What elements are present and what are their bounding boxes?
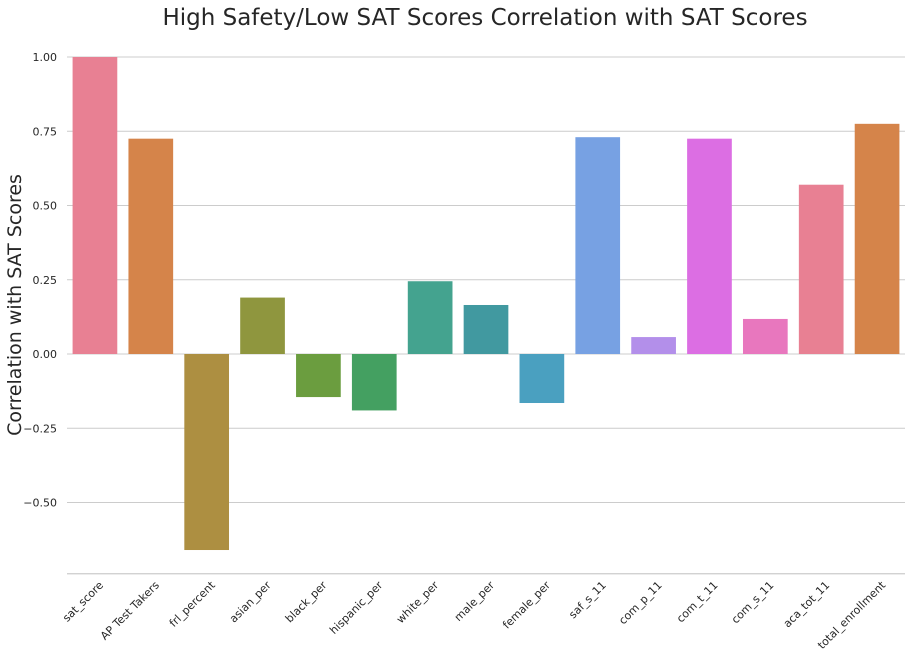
x-tick-label: com_s_11 [729,579,777,627]
x-tick-label: AP Test Takers [98,579,162,643]
y-axis-label: Correlation with SAT Scores [4,174,26,436]
bar-frl-percent [184,354,230,551]
bar-male-per [463,304,509,354]
bar-saf-s-11 [575,137,621,354]
x-tick-label: saf_s_11 [566,579,608,621]
bar-com-p-11 [631,337,676,354]
x-tick-label: male_per [452,578,498,624]
bar-ap-test-takers [128,138,174,354]
chart-title: High Safety/Low SAT Scores Correlation w… [162,5,807,31]
y-tick-labels: −0.50 −0.25 0.00 0.25 0.50 0.75 1.00 [23,51,57,510]
x-tick-label: com_t_11 [674,579,721,626]
bar-aca-tot-11 [798,184,844,354]
x-tick-label: hispanic_per [327,578,386,637]
bar-asian-per [240,297,285,354]
bar-white-per [407,281,453,354]
x-tick-label: black_per [283,578,330,625]
bar-com-t-11 [687,138,732,354]
x-tick-label: female_per [500,578,553,631]
x-tick-label: sat_score [60,579,106,625]
y-tick-label: 0.00 [33,348,58,361]
bar-total-enrollment [854,123,900,354]
y-tick-label: 0.50 [33,200,58,213]
y-tick-label: 0.25 [33,274,58,287]
x-tick-label: com_p_11 [616,579,664,627]
x-tick-label: frl_percent [167,578,218,629]
x-tick-label: white_per [394,578,442,626]
y-tick-label: −0.25 [23,422,57,435]
bars [72,57,900,551]
y-tick-label: 1.00 [33,51,58,64]
y-tick-label: 0.75 [33,125,58,138]
bar-hispanic-per [351,354,397,411]
x-tick-label: aca_tot_11 [781,579,833,631]
bar-black-per [296,354,341,398]
y-tick-label: −0.50 [23,497,57,510]
bar-female-per [519,354,565,404]
bar-com-s-11 [742,318,788,354]
bar-sat-score [72,57,118,354]
x-tick-label: asian_per [227,578,274,625]
